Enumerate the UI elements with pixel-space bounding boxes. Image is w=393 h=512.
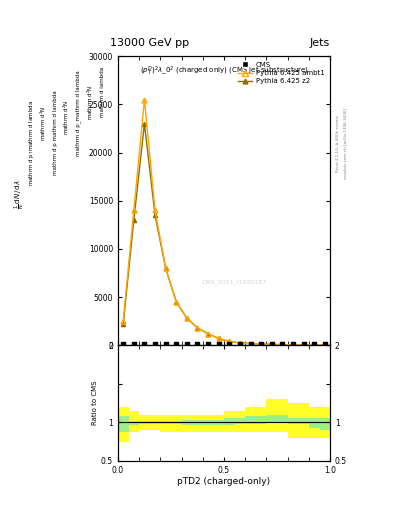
Text: mathrm d p$_\mathrm{T}$mathrm d lambda: mathrm d p$_\mathrm{T}$mathrm d lambda	[27, 100, 36, 186]
Text: mcplots.cern.ch [arXiv:1306.3436]: mcplots.cern.ch [arXiv:1306.3436]	[344, 108, 348, 179]
Pythia 6.425 ambt1	[259, 341, 264, 347]
Line: Pythia 6.425 z2: Pythia 6.425 z2	[121, 122, 327, 347]
CMS	[269, 339, 275, 348]
Pythia 6.425 z2	[237, 340, 242, 346]
Pythia 6.425 z2	[227, 338, 232, 345]
Pythia 6.425 ambt1	[142, 97, 147, 103]
Pythia 6.425 ambt1	[237, 340, 242, 346]
CMS	[322, 339, 328, 348]
CMS	[184, 339, 190, 348]
Pythia 6.425 ambt1	[216, 335, 221, 342]
Text: mathrm d$^2$N: mathrm d$^2$N	[39, 105, 48, 141]
Text: CMS_2021_I1920187: CMS_2021_I1920187	[202, 279, 267, 285]
Text: mathrm d lambda: mathrm d lambda	[100, 67, 105, 117]
Pythia 6.425 z2	[142, 121, 147, 127]
Pythia 6.425 ambt1	[152, 207, 157, 214]
Pythia 6.425 ambt1	[185, 315, 189, 322]
Pythia 6.425 ambt1	[174, 299, 179, 305]
Pythia 6.425 ambt1	[248, 340, 253, 347]
Pythia 6.425 z2	[280, 342, 285, 348]
CMS	[120, 339, 127, 348]
Pythia 6.425 z2	[301, 342, 306, 348]
Pythia 6.425 ambt1	[195, 325, 200, 331]
CMS	[258, 339, 264, 348]
Pythia 6.425 ambt1	[131, 207, 136, 214]
Pythia 6.425 z2	[185, 315, 189, 322]
CMS	[152, 339, 158, 348]
Pythia 6.425 ambt1	[291, 342, 296, 348]
Pythia 6.425 ambt1	[227, 338, 232, 345]
Pythia 6.425 z2	[152, 212, 157, 218]
Pythia 6.425 ambt1	[206, 331, 211, 337]
Legend: CMS, Pythia 6.425 ambt1, Pythia 6.425 z2: CMS, Pythia 6.425 ambt1, Pythia 6.425 z2	[236, 60, 327, 86]
CMS	[237, 339, 243, 348]
Pythia 6.425 ambt1	[323, 342, 327, 348]
Pythia 6.425 z2	[312, 342, 317, 348]
CMS	[205, 339, 211, 348]
CMS	[163, 339, 169, 348]
CMS	[279, 339, 285, 348]
Pythia 6.425 z2	[270, 342, 274, 348]
Pythia 6.425 z2	[291, 342, 296, 348]
Pythia 6.425 z2	[216, 335, 221, 342]
Text: 13000 GeV pp: 13000 GeV pp	[110, 38, 189, 49]
CMS	[215, 339, 222, 348]
Text: Rivet 3.1.10, ≥ 400k events: Rivet 3.1.10, ≥ 400k events	[336, 115, 340, 172]
Pythia 6.425 ambt1	[163, 265, 168, 271]
Y-axis label: Ratio to CMS: Ratio to CMS	[92, 381, 98, 425]
Text: mathrm d$^2$N: mathrm d$^2$N	[86, 84, 95, 120]
CMS	[248, 339, 254, 348]
Line: Pythia 6.425 ambt1: Pythia 6.425 ambt1	[121, 97, 327, 348]
Pythia 6.425 z2	[206, 331, 211, 337]
CMS	[311, 339, 318, 348]
CMS	[141, 339, 148, 348]
Text: $(p_T^D)^2\lambda\_0^2$ (charged only) (CMS jet substructure): $(p_T^D)^2\lambda\_0^2$ (charged only) (…	[140, 65, 309, 78]
CMS	[226, 339, 233, 348]
Pythia 6.425 z2	[131, 217, 136, 223]
X-axis label: pTD2 (charged-only): pTD2 (charged-only)	[178, 477, 270, 486]
CMS	[130, 339, 137, 348]
Pythia 6.425 ambt1	[312, 342, 317, 348]
Text: mathrm d$^2$N: mathrm d$^2$N	[62, 100, 72, 136]
Pythia 6.425 ambt1	[270, 342, 274, 348]
CMS	[173, 339, 180, 348]
CMS	[301, 339, 307, 348]
Pythia 6.425 ambt1	[280, 342, 285, 348]
Pythia 6.425 z2	[259, 341, 264, 347]
Pythia 6.425 z2	[174, 299, 179, 305]
Text: $\frac{1}{\mathrm{N}}\,\mathrm{d}N\,/\,\mathrm{d}\lambda$: $\frac{1}{\mathrm{N}}\,\mathrm{d}N\,/\,\…	[13, 180, 27, 209]
Pythia 6.425 z2	[195, 325, 200, 331]
Pythia 6.425 z2	[248, 340, 253, 347]
Pythia 6.425 ambt1	[121, 318, 126, 324]
Pythia 6.425 z2	[121, 321, 126, 327]
Pythia 6.425 ambt1	[301, 342, 306, 348]
Text: mathrm d p_mathrm d lambda: mathrm d p_mathrm d lambda	[76, 70, 81, 156]
Pythia 6.425 z2	[323, 342, 327, 348]
Text: Jets: Jets	[310, 38, 330, 49]
Pythia 6.425 z2	[163, 265, 168, 271]
CMS	[195, 339, 201, 348]
CMS	[290, 339, 296, 348]
Text: mathrm d p mathrm d lambda: mathrm d p mathrm d lambda	[53, 91, 57, 176]
